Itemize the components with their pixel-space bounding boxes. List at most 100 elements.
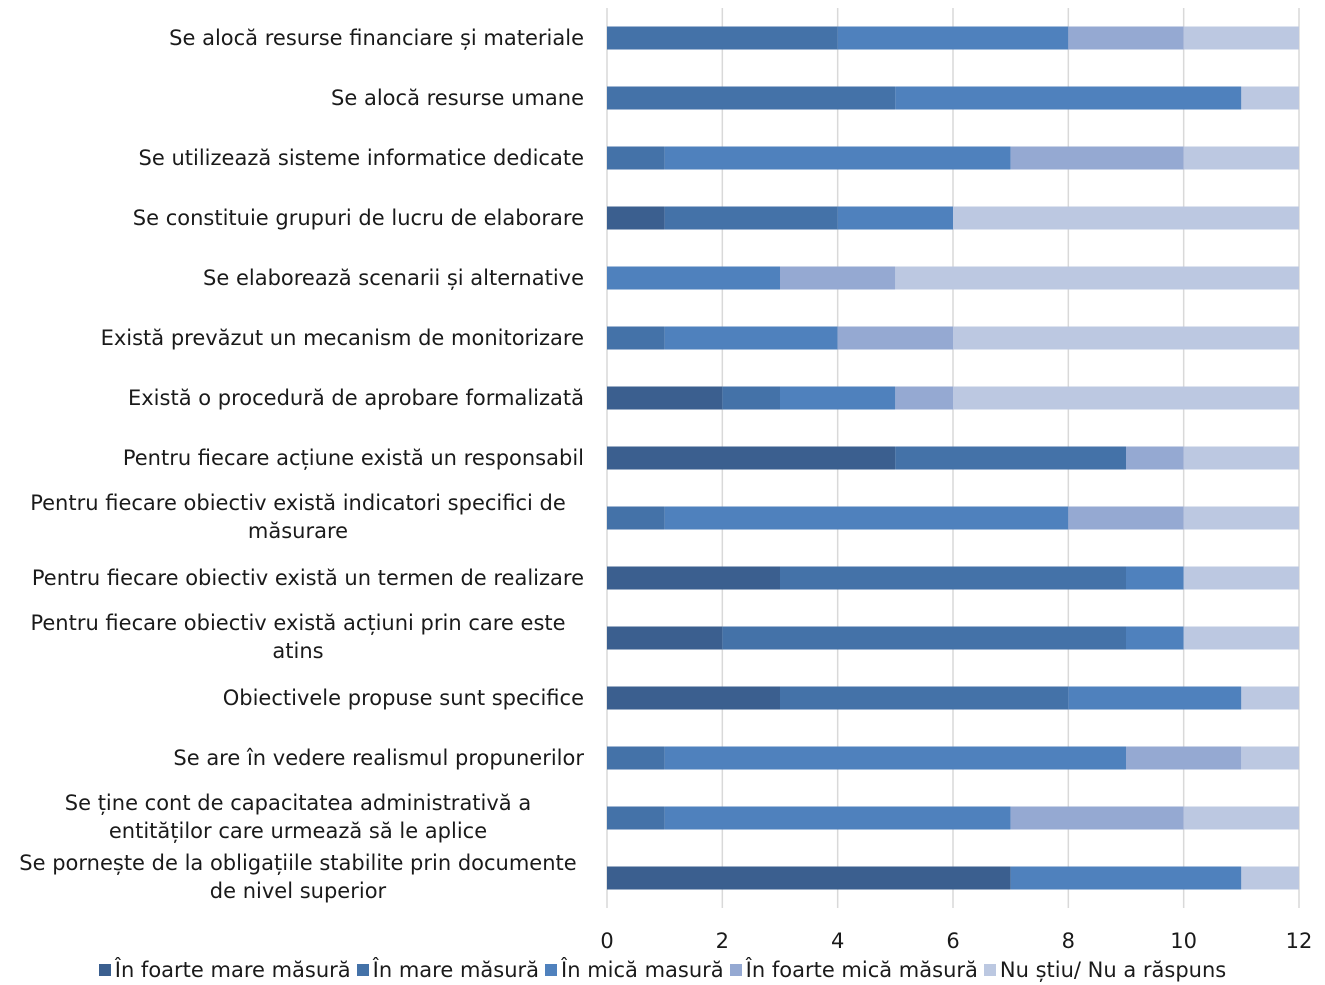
x-tick-labels: 0 2 4 6 8 10 12 (600, 929, 1312, 953)
category-label: Se are în vedere realismul propunerilor (173, 746, 584, 770)
legend-item: Nu știu/ Nu a răspuns (983, 958, 1226, 982)
bar-segment (664, 806, 1011, 830)
x-tick-label: 2 (716, 929, 729, 953)
bar-segment (1183, 566, 1299, 590)
bar-segment (1183, 146, 1299, 170)
category-label: Pentru fiecare acțiune există un respons… (123, 446, 584, 470)
category-labels: Se alocă resurse financiare și materiale… (19, 26, 584, 903)
legend-swatch (983, 964, 996, 976)
bar-segment (1183, 26, 1299, 50)
bar-segment (607, 806, 665, 830)
legend: În foarte mare măsură În mare măsură În mi… (0, 955, 1325, 985)
category-label: Obiectivele propuse sunt specifice (223, 686, 584, 710)
bar-segment (607, 506, 665, 530)
bar-segment (1183, 446, 1299, 470)
x-tick-label: 8 (1062, 929, 1075, 953)
bar-segment (607, 26, 838, 50)
bar-segment (607, 566, 780, 590)
legend-item: În mare măsură (356, 958, 540, 982)
bar-segment (664, 326, 838, 350)
category-label-line: Se ține cont de capacitatea administrati… (65, 791, 531, 815)
bar-segment (607, 746, 665, 770)
legend-swatch (545, 964, 558, 976)
bar-segment (780, 266, 896, 290)
bar-segment (895, 446, 1126, 470)
bar-segment (953, 386, 1299, 410)
category-label: Există o procedură de aprobare formaliza… (128, 386, 584, 410)
category-label: Pentru fiecare obiectiv există acțiuni p… (30, 611, 565, 663)
category-label-line: atins (272, 639, 323, 663)
category-label: Există prevăzut un mecanism de monitoriz… (101, 326, 584, 350)
bar-segment (1241, 86, 1299, 110)
legend-label: În foarte mare măsură (114, 958, 351, 982)
legend-item: În mică masură (545, 958, 724, 982)
legend-item: În foarte mare măsură (98, 958, 351, 982)
bar-segment (1126, 446, 1184, 470)
bar-segment (1126, 746, 1242, 770)
bar-segment (780, 566, 1126, 590)
bar-segment (1010, 866, 1242, 890)
bar-segment (837, 326, 953, 350)
bar-segment (1183, 626, 1299, 650)
bar-segment (607, 866, 1011, 890)
stacked-bar-chart: Se alocă resurse financiare și materiale… (19, 8, 1312, 953)
legend-label: În mică masură (561, 958, 724, 982)
category-label: Se constituie grupuri de lucru de elabor… (133, 206, 584, 230)
category-label-line: de nivel superior (210, 879, 387, 903)
x-tick-label: 0 (600, 929, 613, 953)
bar-segment (664, 146, 1011, 170)
bar-segment (895, 266, 1299, 290)
bar-segment (953, 326, 1299, 350)
category-label: Se ține cont de capacitatea administrati… (65, 791, 531, 843)
category-label: Pentru fiecare obiectiv există un termen… (32, 566, 584, 590)
bar-segment (780, 386, 896, 410)
bar-segment (607, 626, 723, 650)
bar-segment (607, 686, 780, 710)
bar-segment (1126, 566, 1184, 590)
category-label-line: măsurare (248, 519, 348, 543)
category-label: Se alocă resurse umane (331, 86, 584, 110)
x-tick-label: 4 (831, 929, 844, 953)
bar-segment (722, 386, 780, 410)
category-label-line: entităților care urmează să le aplice (109, 819, 487, 843)
category-label: Pentru fiecare obiectiv există indicator… (30, 491, 566, 543)
bars (607, 26, 1299, 890)
category-label: Se pornește de la obligațiile stabilite … (19, 851, 576, 903)
bar-segment (607, 206, 665, 230)
bar-segment (837, 26, 1069, 50)
bar-segment (607, 326, 665, 350)
x-tick-label: 12 (1286, 929, 1313, 953)
bar-segment (664, 746, 1126, 770)
bar-segment (607, 386, 723, 410)
legend-swatch (98, 964, 111, 976)
bar-segment (722, 626, 1126, 650)
legend-label: În foarte mică măsură (745, 958, 978, 982)
bar-segment (895, 86, 1242, 110)
bar-segment (1183, 506, 1299, 530)
category-label-line: Se pornește de la obligațiile stabilite … (19, 851, 576, 875)
bar-segment (1068, 26, 1184, 50)
bar-segment (607, 446, 896, 470)
bar-segment (1068, 686, 1242, 710)
bar-segment (780, 686, 1069, 710)
bar-segment (1241, 866, 1299, 890)
bar-segment (664, 206, 838, 230)
category-label-line: Pentru fiecare obiectiv există acțiuni p… (30, 611, 565, 635)
bar-segment (607, 266, 780, 290)
x-tick-label: 6 (946, 929, 959, 953)
bar-segment (664, 506, 1069, 530)
bar-segment (1068, 506, 1184, 530)
bar-segment (1241, 686, 1299, 710)
bar-segment (895, 386, 953, 410)
legend-label: În mare măsură (372, 958, 540, 982)
bar-segment (607, 146, 665, 170)
bar-segment (1010, 806, 1184, 830)
bar-segment (1126, 626, 1184, 650)
bar-segment (837, 206, 953, 230)
category-label: Se alocă resurse financiare și materiale (169, 26, 584, 50)
bar-segment (1183, 806, 1299, 830)
bar-segment (607, 86, 896, 110)
bar-segment (1241, 746, 1299, 770)
category-label-line: Pentru fiecare obiectiv există indicator… (30, 491, 566, 515)
legend-item: În foarte mică măsură (729, 958, 978, 982)
